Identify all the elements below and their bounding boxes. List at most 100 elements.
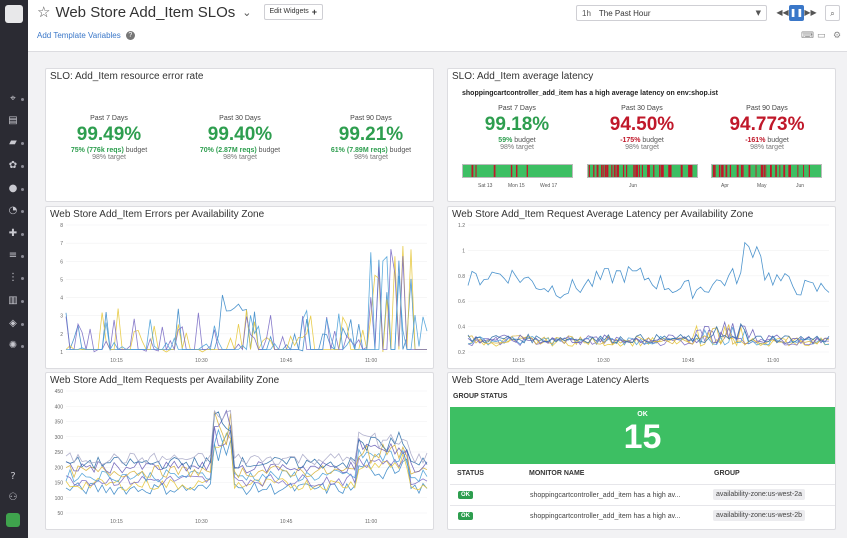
logs-icon[interactable]: ≡ — [8, 250, 24, 261]
y-tick-label: 5 — [60, 277, 63, 283]
period-label: Past 7 Days — [498, 105, 536, 112]
fast-forward-icon[interactable]: ▶▶ — [804, 8, 817, 17]
uptime-ok-segment — [463, 165, 572, 177]
errors-timeseries-widget[interactable]: Web Store Add_Item Errors per Availabili… — [45, 206, 434, 369]
user-avatar[interactable] — [6, 513, 20, 527]
y-tick-label: 7 — [60, 241, 63, 247]
uptime-breach-segment — [765, 165, 767, 177]
slo-col-7d: Past 7 Days 99.18% 59% budget 98% target — [462, 105, 572, 151]
col-header-monitor[interactable]: MONITOR NAME — [529, 470, 585, 477]
table-row[interactable]: OK shoppingcartcontroller_add_item has a… — [450, 484, 835, 505]
latency-timeseries-widget[interactable]: Web Store Add_Item Request Average Laten… — [447, 206, 836, 369]
team-icon[interactable]: ⚇ — [8, 492, 18, 503]
latency-chart[interactable]: 1.2 1 0.8 0.6 0.4 0.2 10:15 10:30 10:45 11:00 — [448, 207, 837, 370]
table-row[interactable]: OK shoppingcartcontroller_add_item has a… — [450, 505, 835, 526]
uptime-breach-segment — [721, 165, 724, 177]
integrations-icon[interactable]: ✚ — [8, 228, 24, 239]
list-icon[interactable]: ▤ — [8, 115, 18, 126]
tv-mode-icon[interactable]: ▭ — [817, 31, 826, 41]
uptime-breach-segment — [602, 165, 604, 177]
y-tick-label: 1 — [462, 248, 465, 254]
latency-alerts-widget[interactable]: Web Store Add_Item Average Latency Alert… — [447, 372, 836, 530]
budget-reqs: (7.89M reqs) — [346, 147, 388, 154]
hist-label: Jun — [796, 183, 805, 189]
x-tick-label: 10:15 — [110, 519, 123, 525]
uptime-breach-segment — [641, 165, 643, 177]
uptime-breach-segment — [760, 165, 763, 177]
budget-pct: 75% — [70, 147, 85, 154]
star-icon[interactable]: ☆ — [37, 3, 51, 21]
series-line — [65, 432, 428, 491]
requests-timeseries-widget[interactable]: Web Store Add_Item Requests per Availabi… — [45, 372, 434, 530]
ok-status-summary[interactable]: OK 15 — [450, 407, 835, 464]
slo-value: 94.50% — [609, 114, 675, 135]
budget-pct: 70% — [199, 147, 214, 154]
status-badge: OK — [458, 512, 473, 520]
series-line — [65, 411, 428, 471]
hist-label: Wed 17 — [540, 183, 558, 189]
chevron-down-icon[interactable]: ⌄ — [242, 5, 252, 19]
col-header-group[interactable]: GROUP — [714, 470, 740, 477]
dropdown-arrow-icon: ▼ — [755, 9, 761, 17]
uptime-breach-segment — [712, 165, 715, 177]
series-line — [65, 440, 428, 496]
slo-latency-widget[interactable]: SLO: Add_Item average latency shoppingca… — [447, 68, 836, 202]
y-tick-label: 150 — [55, 481, 64, 487]
group-tag: availability-zone:us-west-2a — [713, 489, 805, 500]
rum-icon[interactable]: ✺ — [8, 340, 24, 351]
slo-subtitle: shoppingcartcontroller_add_item has a hi… — [462, 90, 718, 97]
dashboard-icon[interactable]: ▰ — [7, 137, 24, 149]
monitor-name[interactable]: shoppingcartcontroller_add_item has a hi… — [530, 492, 681, 499]
slo-error-rate-widget[interactable]: SLO: Add_Item resource error rate Past 7… — [45, 68, 434, 202]
col-header-status[interactable]: STATUS — [457, 470, 484, 477]
y-tick-label: 0.8 — [458, 274, 465, 280]
series-line — [65, 409, 428, 474]
binoculars-icon[interactable]: ⌖ — [7, 93, 24, 105]
rewind-icon[interactable]: ◀◀ — [776, 8, 789, 17]
synthetics-icon[interactable]: ⋮ — [8, 272, 24, 283]
budget-pct: -161% — [745, 137, 766, 144]
pause-icon[interactable]: ❚❚ — [789, 5, 804, 21]
time-range-select[interactable]: 1h The Past Hour ▼ — [576, 5, 767, 21]
uptime-breach-segment — [714, 165, 716, 177]
uptime-breach-segment — [648, 165, 650, 177]
uptime-breach-segment — [797, 165, 799, 177]
hist-label: Sat 13 — [478, 183, 493, 189]
security-icon[interactable]: ◈ — [7, 318, 24, 330]
uptime-breach-segment — [471, 165, 474, 177]
notebooks-icon[interactable]: ▥ — [8, 295, 24, 306]
search-icon[interactable]: ⌕ — [825, 5, 840, 21]
errors-chart[interactable]: 8 7 6 5 4 3 2 1 10:15 10:30 10:45 11:00 — [46, 207, 435, 370]
uptime-breach-segment — [588, 165, 590, 177]
slo-col-30d: Past 30 Days 99.40% 70% (2.87M reqs) bud… — [185, 115, 295, 161]
add-template-variables-link[interactable]: Add Template Variables ? — [37, 31, 135, 40]
series-line — [65, 426, 428, 487]
y-tick-label: 350 — [55, 420, 64, 426]
budget-pct: -175% — [620, 137, 641, 144]
x-tick-label: 10:15 — [512, 358, 525, 364]
help-icon[interactable]: ? — [10, 471, 16, 482]
y-tick-label: 50 — [57, 511, 63, 517]
settings-gear-icon[interactable]: ⚙ — [833, 31, 842, 41]
requests-chart[interactable]: 450 400 350 300 250 200 150 100 50 10:15 10:30 10:4… — [46, 373, 435, 531]
infrastructure-icon[interactable]: ✿ — [8, 160, 24, 171]
uptime-history-bar-90d — [711, 164, 822, 178]
y-tick-label: 1.2 — [458, 223, 465, 229]
help-icon[interactable]: ? — [125, 31, 135, 40]
uptime-breach-segment — [635, 165, 638, 177]
apm-icon[interactable]: ◔ — [8, 205, 24, 216]
alert-icon[interactable]: ● — [8, 183, 24, 194]
keyboard-icon[interactable]: ⌨ — [801, 31, 814, 41]
monitor-name[interactable]: shoppingcartcontroller_add_item has a hi… — [530, 513, 681, 520]
uptime-breach-segment — [493, 165, 496, 177]
uptime-breach-segment — [755, 165, 757, 177]
edit-widgets-button[interactable]: Edit Widgets + — [263, 4, 324, 20]
slo-value: 99.40% — [207, 124, 273, 145]
y-tick-label: 8 — [60, 223, 63, 229]
uptime-breach-segment — [763, 165, 765, 177]
y-tick-label: 200 — [55, 465, 64, 471]
uptime-breach-segment — [625, 165, 628, 177]
y-tick-label: 4 — [60, 296, 63, 302]
uptime-breach-segment — [662, 165, 664, 177]
app-logo-icon[interactable] — [5, 5, 23, 23]
